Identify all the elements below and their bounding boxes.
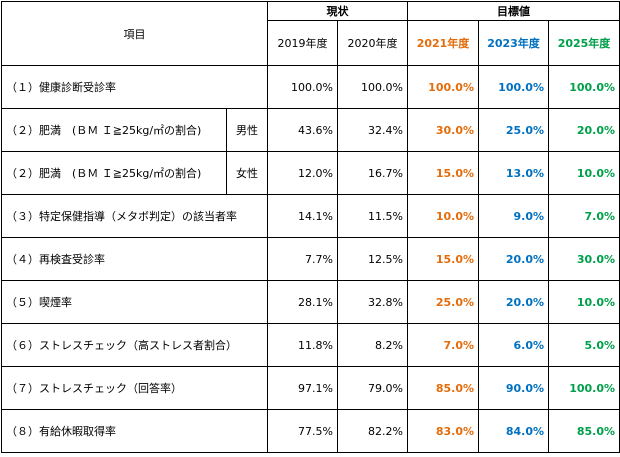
- value-2020: 82.2%: [337, 409, 408, 453]
- year-2023-header: 2023年度: [478, 20, 549, 66]
- target-2025: 10.0%: [547, 280, 620, 324]
- target-2025: 100.0%: [547, 65, 620, 109]
- target-2023: 84.0%: [478, 409, 549, 453]
- target-2023: 20.0%: [478, 237, 549, 281]
- target-2021: 85.0%: [407, 366, 479, 410]
- value-2019: 43.6%: [267, 108, 338, 152]
- year-2021-header: 2021年度: [407, 20, 479, 66]
- target-2021: 30.0%: [407, 108, 479, 152]
- target-2021: 100.0%: [407, 65, 479, 109]
- value-2019: 7.7%: [267, 237, 338, 281]
- target-2023: 20.0%: [478, 280, 549, 324]
- value-2020: 12.5%: [337, 237, 408, 281]
- target-2023: 13.0%: [478, 151, 549, 195]
- value-2020: 100.0%: [337, 65, 408, 109]
- value-2020: 11.5%: [337, 194, 408, 238]
- target-2025: 85.0%: [547, 409, 620, 453]
- target-2023: 100.0%: [478, 65, 549, 109]
- target-2025: 5.0%: [547, 323, 620, 367]
- target-header: 目標値: [406, 1, 620, 21]
- value-2020: 32.8%: [337, 280, 408, 324]
- target-2021: 15.0%: [407, 237, 479, 281]
- target-2025: 7.0%: [547, 194, 620, 238]
- target-2021: 25.0%: [407, 280, 479, 324]
- target-2021: 7.0%: [407, 323, 479, 367]
- value-2019: 11.8%: [267, 323, 338, 367]
- sex-label: 男性: [226, 108, 268, 152]
- row-label: （３）特定保健指導（メタボ判定）の該当者率: [1, 194, 268, 238]
- row-label: （４）再検査受診率: [1, 237, 268, 281]
- target-2025: 100.0%: [547, 366, 620, 410]
- row-label: （５）喫煙率: [1, 280, 268, 324]
- table-row: （７）ストレスチェック（回答率） 97.1% 79.0% 85.0% 90.0%…: [1, 366, 620, 410]
- table-row: （５）喫煙率 28.1% 32.8% 25.0% 20.0% 10.0%: [1, 280, 620, 324]
- value-2019: 28.1%: [267, 280, 338, 324]
- row-label: （２）肥満 (ＢＭ Ｉ≧25kg/㎡の割合): [1, 151, 227, 195]
- row-label: （１）健康診断受診率: [1, 65, 268, 109]
- target-2023: 6.0%: [478, 323, 549, 367]
- table-row: （２）肥満 (ＢＭ Ｉ≧25kg/㎡の割合) 男性 43.6% 32.4% 30…: [1, 108, 620, 152]
- value-2020: 79.0%: [337, 366, 408, 410]
- value-2020: 32.4%: [337, 108, 408, 152]
- table-row: （３）特定保健指導（メタボ判定）の該当者率 14.1% 11.5% 10.0% …: [1, 194, 620, 238]
- table-row: （１）健康診断受診率 100.0% 100.0% 100.0% 100.0% 1…: [1, 65, 620, 109]
- year-2019-header: 2019年度: [267, 20, 338, 66]
- target-2023: 9.0%: [478, 194, 549, 238]
- target-2025: 30.0%: [547, 237, 620, 281]
- value-2019: 77.5%: [267, 409, 338, 453]
- value-2020: 8.2%: [337, 323, 408, 367]
- item-header: 項目: [1, 1, 268, 66]
- table-row: （８）有給休暇取得率 77.5% 82.2% 83.0% 84.0% 85.0%: [1, 409, 620, 453]
- value-2019: 12.0%: [267, 151, 338, 195]
- row-label: （６）ストレスチェック（高ストレス者割合）: [1, 323, 268, 367]
- target-2023: 90.0%: [478, 366, 549, 410]
- target-2021: 83.0%: [407, 409, 479, 453]
- table-row: （２）肥満 (ＢＭ Ｉ≧25kg/㎡の割合) 女性 12.0% 16.7% 15…: [1, 151, 620, 195]
- table-row: （４）再検査受診率 7.7% 12.5% 15.0% 20.0% 30.0%: [1, 237, 620, 281]
- year-2020-header: 2020年度: [337, 20, 408, 66]
- target-2021: 10.0%: [407, 194, 479, 238]
- sex-label: 女性: [226, 151, 268, 195]
- value-2019: 100.0%: [267, 65, 338, 109]
- value-2019: 97.1%: [267, 366, 338, 410]
- row-label: （８）有給休暇取得率: [1, 409, 268, 453]
- target-2025: 20.0%: [547, 108, 620, 152]
- row-label: （７）ストレスチェック（回答率）: [1, 366, 268, 410]
- year-2025-header: 2025年度: [547, 20, 620, 66]
- table-row: （６）ストレスチェック（高ストレス者割合） 11.8% 8.2% 7.0% 6.…: [1, 323, 620, 367]
- target-2023: 25.0%: [478, 108, 549, 152]
- value-2020: 16.7%: [337, 151, 408, 195]
- current-header: 現状: [267, 1, 408, 21]
- row-label: （２）肥満 (ＢＭ Ｉ≧25kg/㎡の割合): [1, 108, 227, 152]
- value-2019: 14.1%: [267, 194, 338, 238]
- target-2025: 10.0%: [547, 151, 620, 195]
- target-2021: 15.0%: [407, 151, 479, 195]
